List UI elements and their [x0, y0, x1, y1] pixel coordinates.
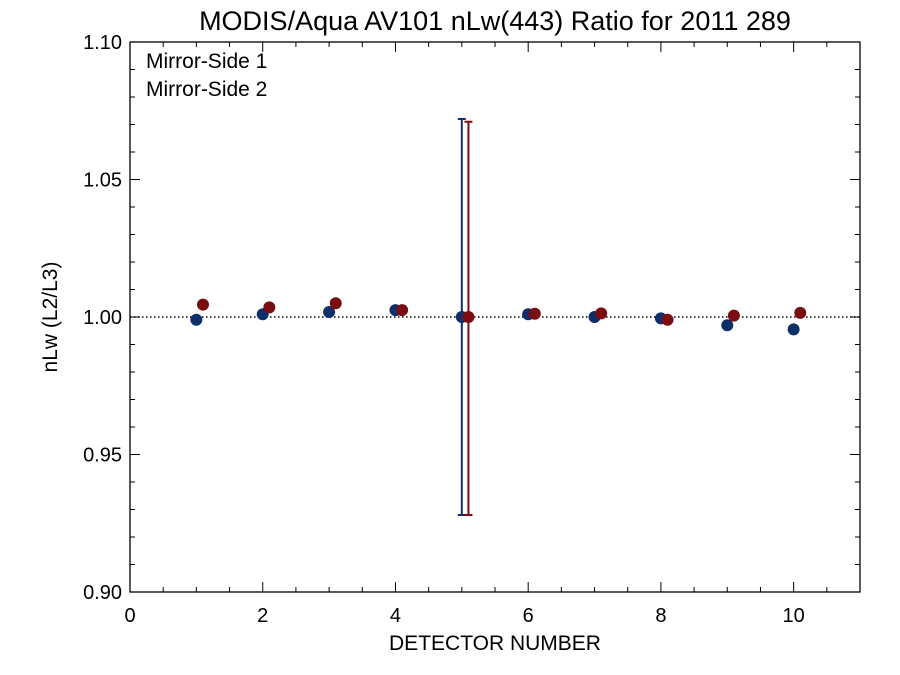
y-tick-label: 0.95	[83, 445, 122, 467]
x-tick-label: 8	[655, 605, 666, 627]
point-series-1	[323, 306, 336, 319]
point-series-2	[263, 301, 276, 314]
x-tick-label: 6	[523, 605, 534, 627]
point-series-2	[661, 313, 674, 326]
point-series-1	[787, 323, 800, 336]
x-tick-label: 0	[124, 605, 135, 627]
point-series-2	[794, 306, 807, 319]
chart-title: MODIS/Aqua AV101 nLw(443) Ratio for 2011…	[199, 6, 791, 36]
point-series-2	[727, 309, 740, 322]
x-axis-ticks: 0 2 4 6 8 10	[124, 42, 861, 627]
legend-entry-mirror-side-1: Mirror-Side 1	[146, 50, 267, 73]
legend-entry-mirror-side-2: Mirror-Side 2	[146, 78, 267, 101]
x-axis-label: DETECTOR NUMBER	[389, 632, 601, 655]
y-axis-label: nLw (L2/L3)	[39, 262, 62, 373]
x-tick-label: 4	[390, 605, 401, 627]
point-series-2	[595, 307, 608, 320]
y-tick-label: 1.10	[83, 32, 122, 54]
x-tick-label: 2	[257, 605, 268, 627]
point-series-2	[462, 311, 475, 323]
y-tick-label: 0.90	[83, 582, 122, 604]
y-tick-label: 1.00	[83, 307, 122, 329]
point-series-2	[329, 297, 342, 310]
point-series-1	[190, 313, 203, 326]
point-series-1	[721, 319, 734, 332]
data-points	[190, 297, 807, 336]
x-tick-label: 10	[783, 605, 805, 627]
point-series-2	[528, 307, 541, 320]
point-series-2	[197, 298, 209, 311]
y-axis-ticks: 0.90 0.95 1.00 1.05 1.10	[83, 32, 860, 604]
y-tick-label: 1.05	[83, 170, 122, 192]
point-series-2	[396, 304, 409, 317]
